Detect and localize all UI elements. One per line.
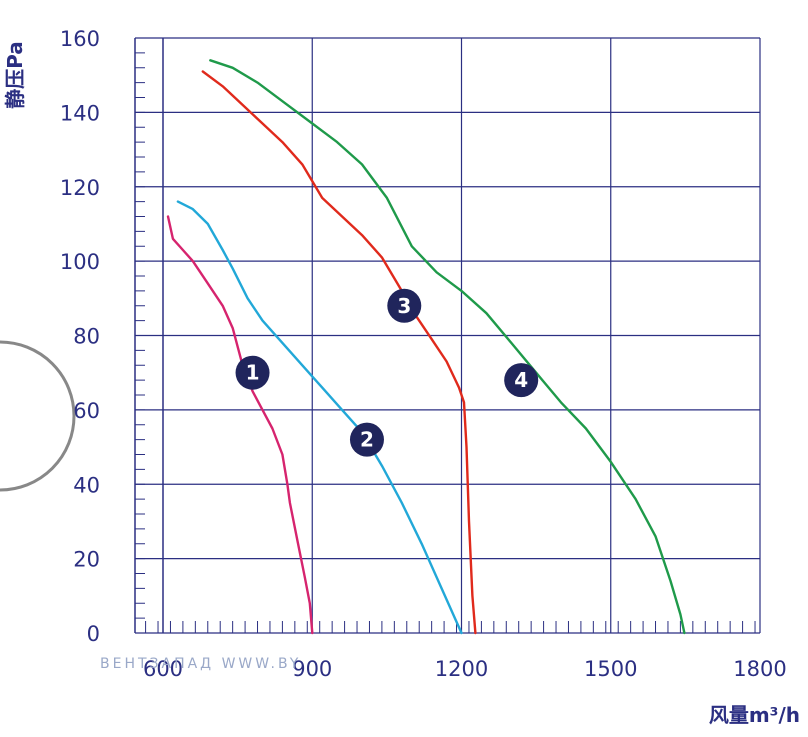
y-tick-label: 140 <box>60 101 100 125</box>
left-edge-arc-decoration <box>0 340 76 492</box>
x-tick-label: 900 <box>292 657 332 681</box>
y-tick-label: 120 <box>60 176 100 200</box>
curve-3-marker <box>387 288 422 323</box>
y-tick-label: 160 <box>60 27 100 51</box>
watermark: ВЕНТЗАПАД WWW.BY <box>100 656 301 672</box>
curve-3-marker-label: 3 <box>397 294 411 318</box>
curve-1-marker <box>235 355 270 390</box>
curve-4-marker-label: 4 <box>514 368 528 392</box>
y-tick-label: 60 <box>73 399 100 423</box>
curve-2-marker-label: 2 <box>360 428 374 452</box>
curve-1-line <box>166 215 314 635</box>
y-tick-label: 20 <box>73 548 100 572</box>
curve-3-line <box>201 70 477 635</box>
curve-1-marker-label: 1 <box>246 361 260 385</box>
y-tick-label: 0 <box>87 622 100 646</box>
y-tick-label: 40 <box>73 473 100 497</box>
curve-4-line <box>209 59 686 635</box>
tick-labels: 0 20 40 60 80 100 120 140 160 600 900 1200 1500 1800 <box>60 27 787 681</box>
curve-markers: 1 2 3 4 <box>235 288 539 457</box>
y-tick-label: 100 <box>60 250 100 274</box>
x-tick-label: 1800 <box>733 657 786 681</box>
x-tick-label: 1500 <box>584 657 637 681</box>
curves <box>166 59 686 635</box>
curve-4-marker <box>504 363 539 398</box>
x-tick-label: 600 <box>143 657 183 681</box>
y-axis-title: 静压Pa <box>3 41 27 109</box>
x-axis-title: 风量m³/h <box>709 703 800 727</box>
curve-2-line <box>176 200 463 635</box>
y-tick-label: 80 <box>73 325 100 349</box>
x-tick-label: 1200 <box>435 657 488 681</box>
curve-2-marker <box>349 422 384 457</box>
grid <box>134 37 761 634</box>
minor-ticks <box>135 37 756 634</box>
